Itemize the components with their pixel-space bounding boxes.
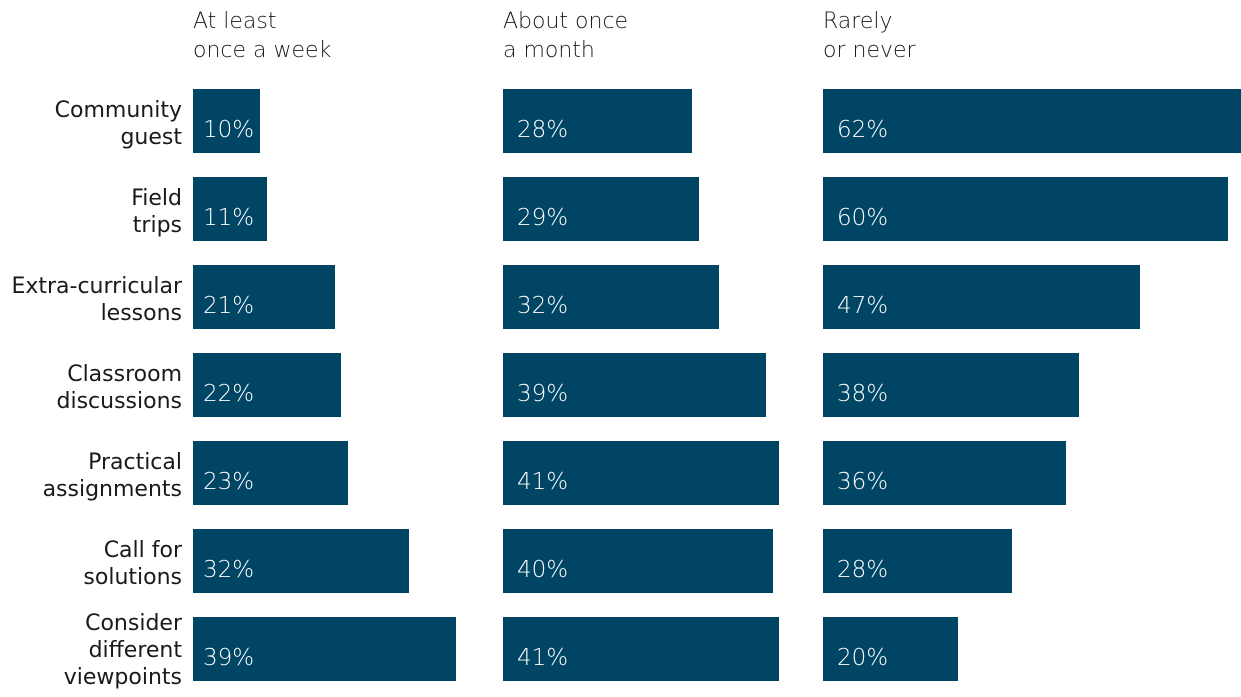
bar-value-label: 29% <box>517 205 569 231</box>
series-header-line: once a week <box>193 38 332 63</box>
series-header-line: or never <box>823 38 916 63</box>
series-header: At least once a week <box>193 7 331 65</box>
bar-value-label: 41% <box>517 645 569 671</box>
series-header: Rarely or never <box>823 7 916 65</box>
bar-value-label: 41% <box>517 469 569 495</box>
category-label-line: assignments <box>42 477 182 502</box>
series-header: About once a month <box>503 7 628 65</box>
category-label-line: Field <box>131 186 182 211</box>
category-label: Community guest <box>0 97 182 151</box>
category-label: Call for solutions <box>0 537 182 591</box>
bar <box>193 529 409 593</box>
category-label-line: different <box>88 638 182 663</box>
category-label-line: viewpoints <box>63 665 182 690</box>
bar <box>503 177 699 241</box>
category-label-line: discussions <box>56 389 182 414</box>
bar <box>193 177 267 241</box>
category-label: Classroom discussions <box>0 361 182 415</box>
bar <box>503 265 719 329</box>
bar-value-label: 22% <box>203 381 255 407</box>
bar <box>503 353 766 417</box>
series-header-line: About once <box>503 9 629 34</box>
category-label: Field trips <box>0 185 182 239</box>
series-header-line: At least <box>193 9 277 34</box>
bar <box>823 265 1140 329</box>
bar <box>823 617 958 681</box>
category-label-line: Practical <box>88 450 182 475</box>
bar <box>503 89 692 153</box>
bar-value-label: 39% <box>517 381 569 407</box>
bar-value-label: 20% <box>837 645 889 671</box>
series-header-line: a month <box>503 38 595 63</box>
bar-value-label: 60% <box>837 205 889 231</box>
category-label: Practical assignments <box>0 449 182 503</box>
bar <box>823 529 1012 593</box>
bar <box>823 353 1079 417</box>
category-label-line: lessons <box>100 301 182 326</box>
category-label-line: solutions <box>83 565 182 590</box>
bar-value-label: 32% <box>203 557 255 583</box>
bar <box>823 89 1241 153</box>
bar-value-label: 38% <box>837 381 889 407</box>
bar <box>193 617 456 681</box>
bar <box>503 617 779 681</box>
bar-value-label: 40% <box>517 557 569 583</box>
category-label-line: guest <box>120 125 182 150</box>
bar <box>193 89 260 153</box>
bar <box>823 441 1066 505</box>
bar-value-label: 28% <box>837 557 889 583</box>
bar-value-label: 36% <box>837 469 889 495</box>
bar <box>503 441 779 505</box>
category-label-line: Classroom <box>67 362 182 387</box>
category-label: Consider different viewpoints <box>0 610 182 691</box>
bar <box>193 441 348 505</box>
bar-value-label: 32% <box>517 293 569 319</box>
bar-value-label: 21% <box>203 293 255 319</box>
bar-value-label: 23% <box>203 469 255 495</box>
series-header-line: Rarely <box>823 9 893 34</box>
category-label: Extra-curricular lessons <box>0 273 182 327</box>
bar-value-label: 11% <box>203 205 255 231</box>
category-label-line: Extra-curricular <box>11 274 182 299</box>
category-label-line: Call for <box>103 538 182 563</box>
bar <box>503 529 773 593</box>
bar <box>193 353 341 417</box>
bar-value-label: 39% <box>203 645 255 671</box>
bar-value-label: 47% <box>837 293 889 319</box>
bar-value-label: 28% <box>517 117 569 143</box>
category-label-line: trips <box>132 213 182 238</box>
bar <box>193 265 335 329</box>
bar-value-label: 10% <box>203 117 255 143</box>
bar <box>823 177 1228 241</box>
category-label-line: Community <box>54 98 182 123</box>
bar-value-label: 62% <box>837 117 889 143</box>
category-label-line: Consider <box>85 611 182 636</box>
